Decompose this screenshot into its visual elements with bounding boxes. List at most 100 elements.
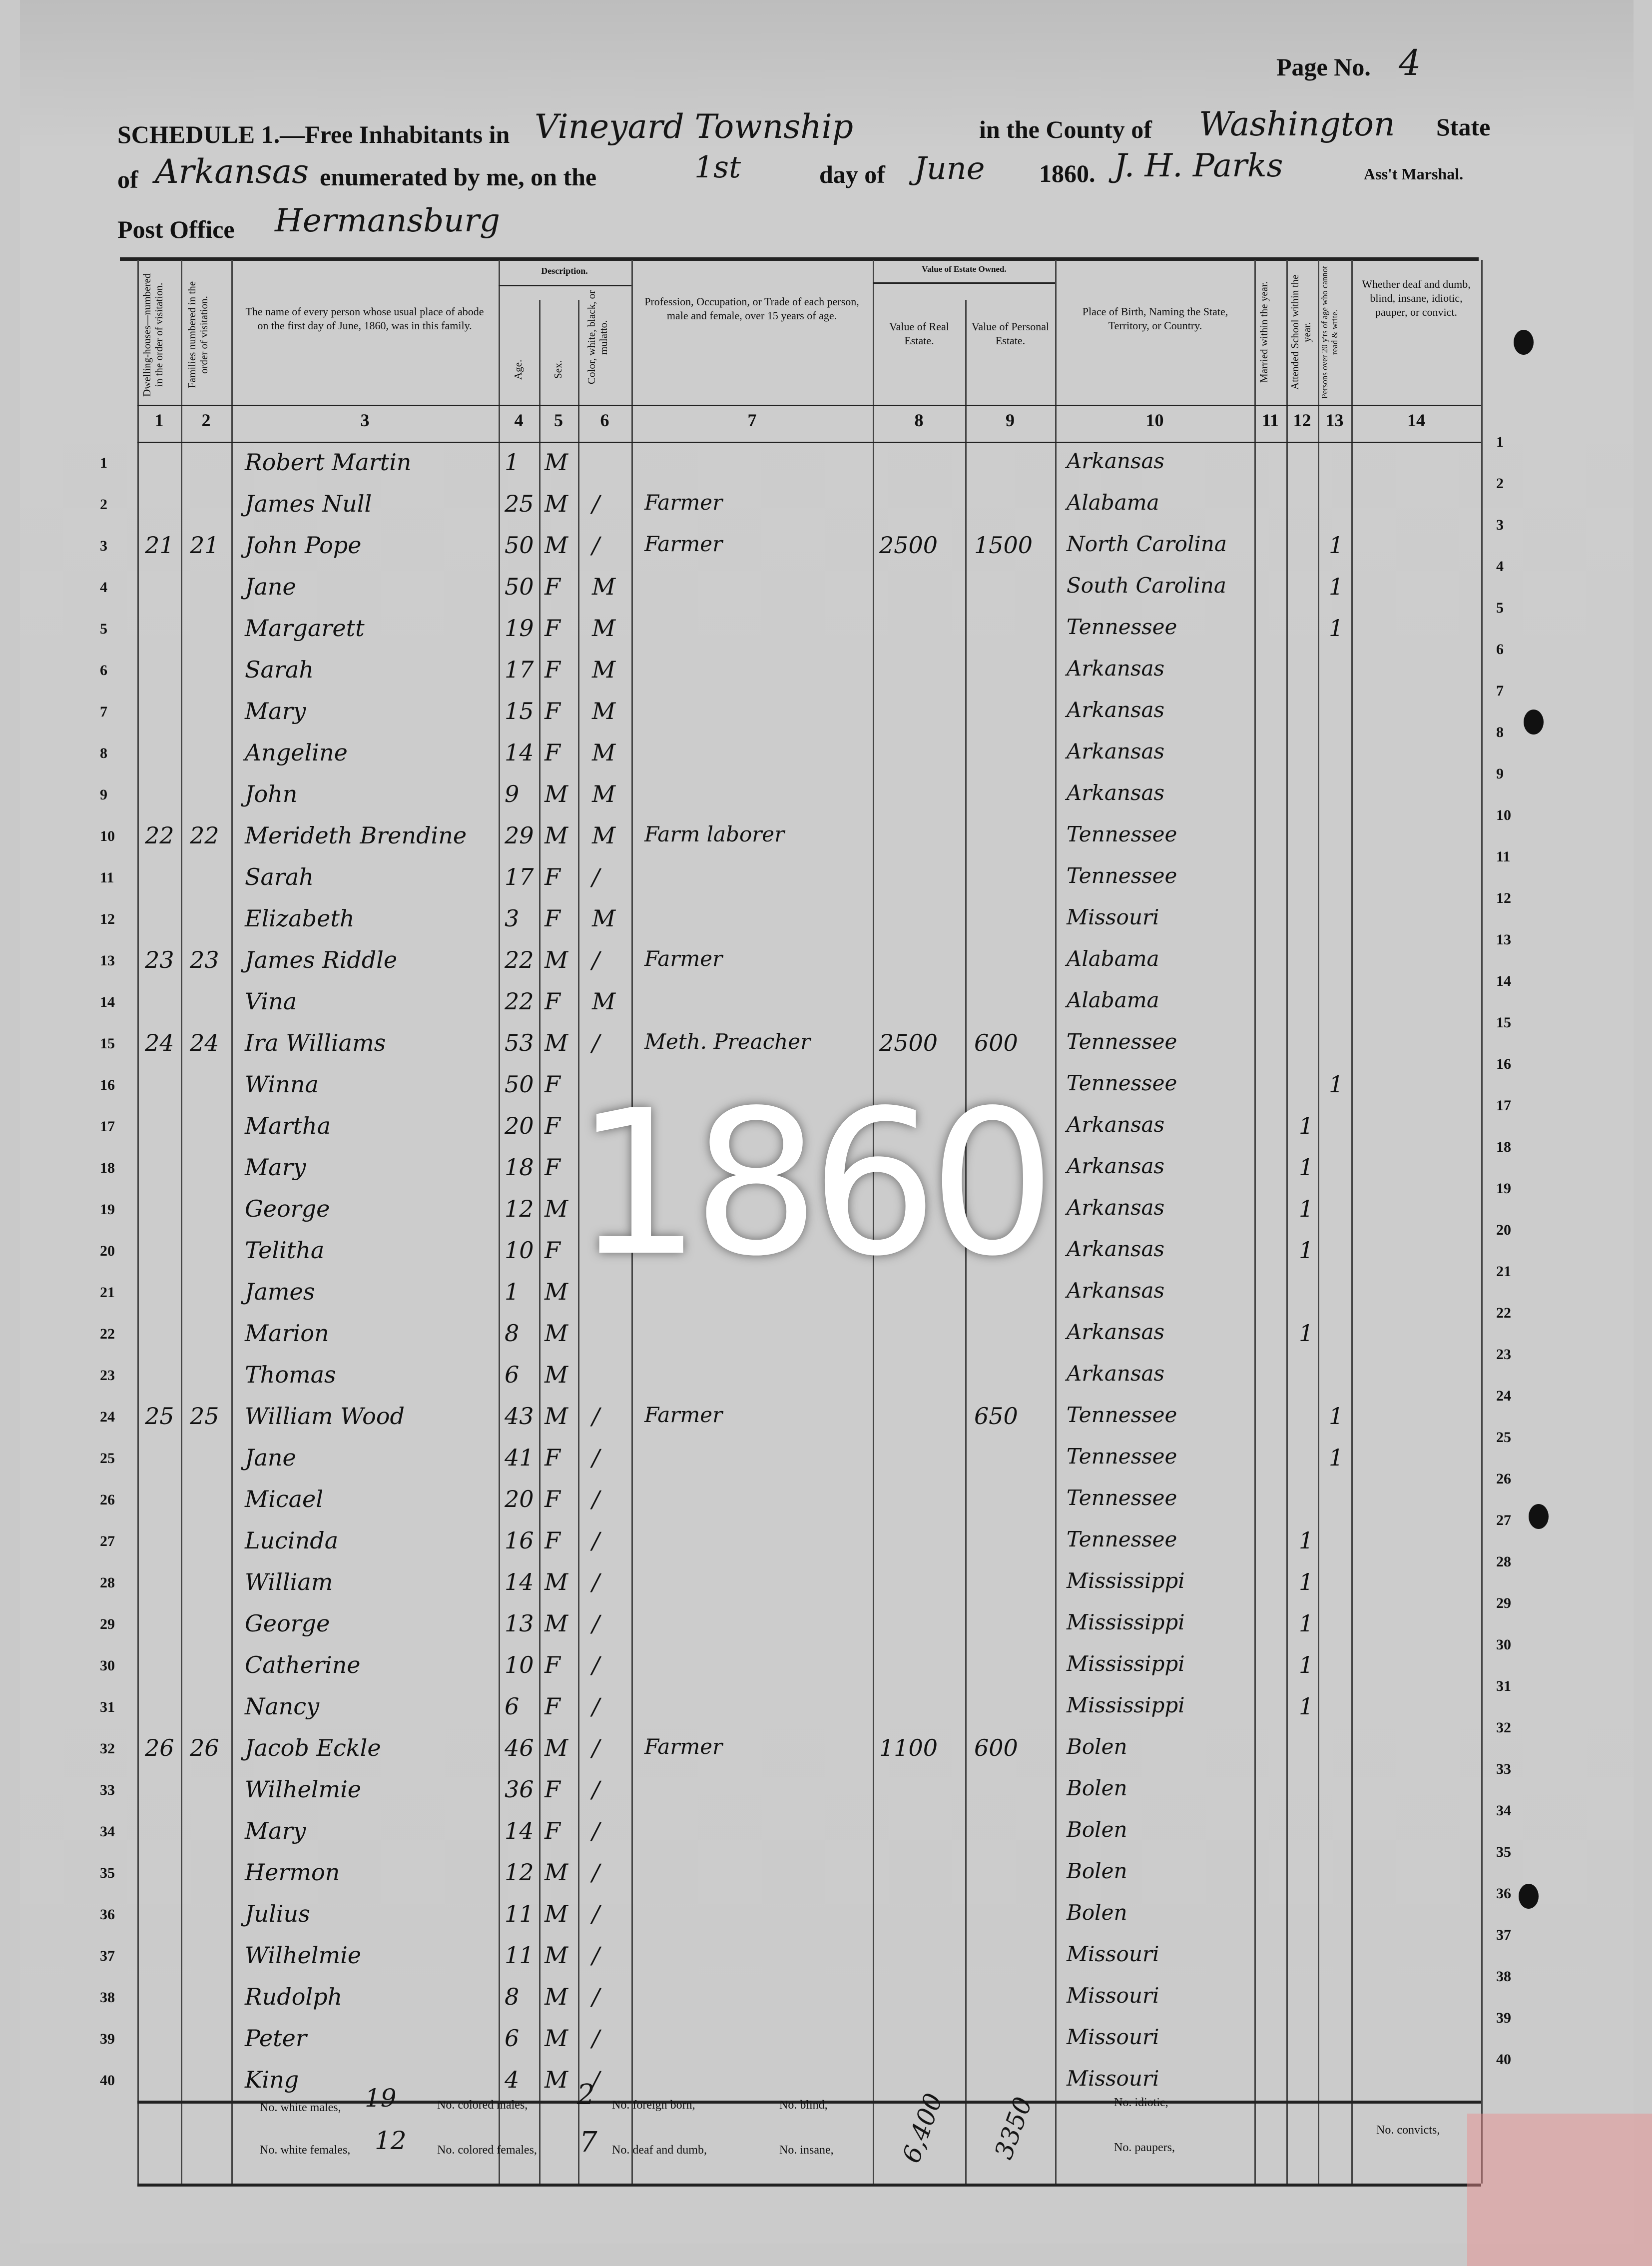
table-row: 9 9 John 9 M M Arkansas	[0, 765, 1652, 815]
sex: M	[545, 1734, 568, 1761]
column-divider	[1481, 260, 1483, 2184]
sex: M	[545, 1568, 568, 1595]
birthplace: Arkansas	[1067, 1278, 1165, 1303]
header-real-estate: Value of Real Estate.	[889, 320, 949, 347]
column-divider	[1351, 260, 1353, 2184]
line-number: 31	[100, 1699, 115, 1715]
column-number: 12	[1293, 410, 1311, 430]
table-row: 33 33 Wilhelmie 36 F / Bolen	[0, 1761, 1652, 1810]
idiotic-label: No. idiotic,	[1114, 2096, 1168, 2109]
line-number-right: 10	[1496, 807, 1511, 823]
sex: F	[545, 1527, 560, 1554]
sex: F	[545, 1237, 560, 1264]
month: June	[914, 150, 985, 186]
column-number: 3	[360, 410, 370, 430]
personal-estate-value: 600	[974, 1029, 1018, 1056]
birthplace: Arkansas	[1067, 1237, 1165, 1261]
table-row: 6 6 Sarah 17 F M Arkansas	[0, 641, 1652, 691]
birthplace: Tennessee	[1067, 1403, 1177, 1427]
table-row: 26 26 Micael 20 F / Tennessee	[0, 1471, 1652, 1520]
line-number-right: 11	[1496, 848, 1511, 865]
header-personal-estate: Value of Personal Estate.	[971, 320, 1050, 347]
age: 43	[505, 1403, 534, 1430]
birthplace: Alabama	[1067, 946, 1159, 971]
sex: F	[545, 1776, 560, 1803]
color: M	[592, 656, 616, 683]
column-number: 14	[1407, 410, 1425, 430]
foreign-born-label: No. foreign born,	[612, 2099, 695, 2112]
year-watermark: 1860	[574, 1068, 1056, 1300]
line-number: 37	[100, 1948, 115, 1964]
birthplace: Arkansas	[1067, 1154, 1165, 1178]
dwelling-number: 25	[145, 1403, 174, 1430]
table-row: 25 25 Jane 41 F / Tennessee 1	[0, 1429, 1652, 1479]
line-number-right: 22	[1496, 1305, 1511, 1321]
sex: M	[545, 1029, 568, 1056]
table-row: 35 35 Hermon 12 M / Bolen	[0, 1844, 1652, 1893]
age: 46	[505, 1734, 534, 1761]
color: /	[592, 1900, 600, 1927]
line-number: 40	[100, 2072, 115, 2089]
post-office: Hermansburg	[275, 202, 500, 239]
table-row: 14 14 Vina 22 F M Alabama	[0, 973, 1652, 1022]
color: /	[592, 863, 600, 890]
line-number-right: 27	[1496, 1512, 1511, 1528]
line-number-right: 20	[1496, 1222, 1511, 1238]
age: 1	[505, 449, 520, 476]
line-number-right: 23	[1496, 1346, 1511, 1363]
family-number: 26	[190, 1734, 219, 1761]
table-row: 30 30 Catherine 10 F / Mississippi 1	[0, 1636, 1652, 1686]
age: 13	[505, 1610, 534, 1637]
birthplace: Mississippi	[1067, 1651, 1185, 1676]
color: /	[592, 1610, 600, 1637]
person-name: William Wood	[245, 1403, 405, 1430]
age: 18	[505, 1154, 534, 1181]
marshal-name: J. H. Parks	[1114, 147, 1283, 184]
birthplace: Tennessee	[1067, 1444, 1177, 1469]
header-occupation: Profession, Occupation, or Trade of each…	[644, 295, 859, 322]
line-number: 4	[100, 579, 107, 596]
sex: F	[545, 1154, 560, 1181]
age: 14	[505, 1817, 534, 1844]
table-row: 32 32 26 26 Jacob Eckle 46 M / Farmer 1100 600 Bole…	[0, 1719, 1652, 1769]
table-row: 36 36 Julius 11 M / Bolen	[0, 1885, 1652, 1935]
column-number: 13	[1325, 410, 1344, 430]
person-name: Robert Martin	[245, 449, 412, 476]
header-color: Color, white, black, or mulatto.	[585, 290, 609, 385]
group-rule	[873, 282, 1055, 284]
column-divider	[1055, 260, 1057, 2184]
table-row: 27 27 Lucinda 16 F / Tennessee 1	[0, 1512, 1652, 1561]
family-number: 23	[190, 946, 219, 973]
person-name: Telitha	[245, 1237, 325, 1264]
birthplace: Bolen	[1067, 1776, 1127, 1800]
line-number-right: 28	[1496, 1553, 1511, 1570]
age: 25	[505, 490, 534, 517]
dwelling-number: 21	[145, 532, 174, 559]
sex: F	[545, 905, 560, 932]
header-estate: Value of Estate Owned.	[922, 264, 1007, 274]
color: M	[592, 698, 616, 725]
person-name: Sarah	[245, 863, 314, 890]
age: 53	[505, 1029, 534, 1056]
age: 16	[505, 1527, 534, 1554]
birthplace: Arkansas	[1067, 656, 1165, 681]
color: /	[592, 1693, 600, 1720]
occupation: Farmer	[644, 1403, 723, 1427]
county-label: in the County of	[979, 115, 1152, 143]
line-number-right: 14	[1496, 973, 1511, 989]
person-name: William	[245, 1568, 333, 1595]
day: 1st	[694, 150, 741, 185]
sex: M	[545, 822, 568, 849]
line-number: 32	[100, 1740, 115, 1757]
binder-hole	[1519, 1884, 1539, 1909]
sex: M	[545, 449, 568, 476]
sex: M	[545, 1195, 568, 1222]
line-number: 38	[100, 1989, 115, 2006]
person-name: Margarett	[245, 615, 365, 642]
sex: F	[545, 1444, 560, 1471]
person-name: Elizabeth	[245, 905, 355, 932]
sex: M	[545, 1983, 568, 2010]
line-number-right: 24	[1496, 1388, 1511, 1404]
line-number-right: 13	[1496, 931, 1511, 948]
column-number: 10	[1145, 410, 1164, 430]
